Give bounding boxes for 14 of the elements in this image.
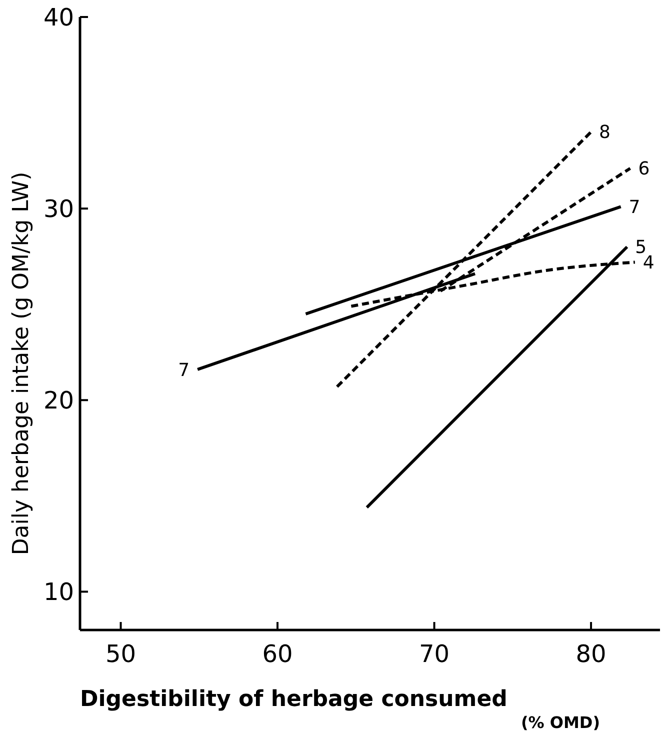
annotation: 7 [178, 360, 190, 381]
x-tick-label: 70 [418, 640, 450, 668]
x-tick-label: 80 [576, 640, 606, 668]
annotation: 7 [628, 196, 640, 218]
x-tick-label: 50 [105, 640, 136, 668]
annotation: 6 [638, 158, 650, 180]
y-tick-label: 30 [43, 194, 74, 223]
y-tick-label: 40 [43, 3, 74, 32]
y-tick-label: 20 [43, 386, 74, 415]
y-tick-label: 10 [43, 578, 74, 606]
annotation: 8 [599, 122, 610, 144]
x-axis-title: Digestibility of herbage consumed (% OMD) [80, 687, 600, 732]
x-tick-label: 60 [262, 640, 293, 668]
y-axis-title: Daily herbage intake (g OM/kg LW) [9, 172, 34, 556]
